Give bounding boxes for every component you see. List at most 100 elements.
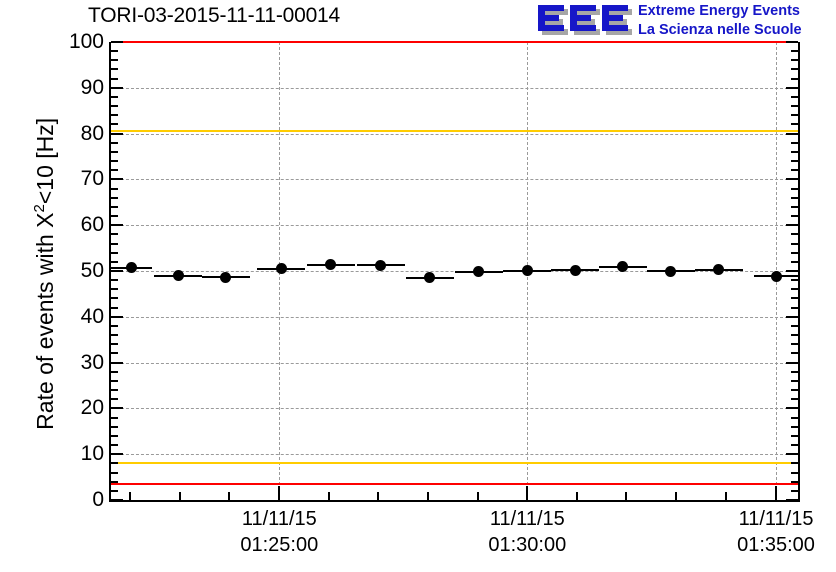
x-tick-minor: [625, 492, 628, 500]
x-tick-label-time: 01:30:00: [488, 534, 567, 556]
data-point: [275, 263, 287, 275]
y-tick-minor: [111, 68, 118, 71]
y-tick-minor: [111, 324, 118, 327]
y-tick-minor: [791, 160, 798, 163]
y-tick-minor: [791, 324, 798, 327]
data-point: [172, 270, 184, 282]
y-tick-minor: [111, 123, 118, 126]
y-tick-major: [786, 315, 798, 318]
x-tick-minor: [129, 492, 132, 500]
y-tick-minor: [111, 187, 118, 190]
y-tick-minor: [791, 196, 798, 199]
y-tick-minor: [791, 352, 798, 355]
x-tick-label-date: 11/11/15: [241, 508, 317, 530]
y-tick-minor: [111, 95, 118, 98]
y-tick-minor: [111, 251, 118, 254]
data-point: [220, 271, 232, 283]
threshold-line-alarm-low: [111, 482, 798, 485]
data-point: [569, 264, 581, 276]
y-tick-minor: [111, 233, 118, 236]
y-tick-minor: [791, 398, 798, 401]
y-tick-minor: [111, 260, 118, 263]
y-tick-major: [111, 86, 123, 89]
y-tick-minor: [791, 334, 798, 337]
y-tick-minor: [791, 251, 798, 254]
y-tick-minor: [111, 343, 118, 346]
y-tick-minor: [111, 480, 118, 483]
data-point: [770, 270, 782, 282]
y-tick-minor: [791, 50, 798, 53]
y-axis-tick-labels: 0 10 20 30 40 50 60 70 80 90 100: [40, 31, 104, 510]
y-tick-minor: [111, 169, 118, 172]
y-tick-minor: [111, 105, 118, 108]
threshold-line-alarm-high: [111, 41, 798, 43]
eee-logo: Extreme Energy Events La Scienza nelle S…: [538, 2, 834, 42]
y-tick-major: [786, 41, 798, 43]
y-tick-minor: [791, 434, 798, 437]
y-tick-minor: [111, 150, 118, 153]
x-tick-minor: [228, 492, 231, 500]
y-tick-minor: [791, 416, 798, 419]
logo-line-1: Extreme Energy Events: [638, 3, 800, 19]
data-point: [713, 264, 725, 276]
y-tick-major: [786, 453, 798, 456]
h-gridline: [111, 133, 798, 135]
y-tick-major: [786, 407, 798, 410]
y-tick-label: 70: [80, 167, 104, 191]
y-tick-minor: [111, 489, 118, 492]
h-gridline: [111, 454, 798, 456]
x-tick-label: 11/11/15 01:25:00: [204, 506, 354, 558]
y-tick-minor: [791, 141, 798, 144]
y-tick-minor: [111, 444, 118, 447]
y-tick-minor: [791, 489, 798, 492]
y-tick-minor: [791, 260, 798, 263]
y-tick-major: [786, 132, 798, 135]
y-tick-minor: [791, 389, 798, 392]
data-point: [424, 272, 436, 284]
x-tick-minor: [476, 492, 479, 500]
y-tick-major: [786, 178, 798, 181]
x-tick-major: [526, 486, 529, 500]
data-point: [473, 266, 485, 278]
y-tick-minor: [111, 370, 118, 373]
y-tick-minor: [111, 471, 118, 474]
y-tick-minor: [791, 370, 798, 373]
plot-area: [109, 41, 800, 502]
x-tick-minor: [575, 492, 578, 500]
x-axis-tick-labels: 11/11/15 01:25:00 11/11/15 01:30:00 11/11/15…: [0, 506, 836, 572]
y-tick-major: [786, 86, 798, 89]
y-tick-minor: [791, 480, 798, 483]
y-tick-minor: [791, 105, 798, 108]
y-tick-label: 50: [80, 259, 104, 282]
y-tick-minor: [791, 68, 798, 71]
h-gridline: [111, 408, 798, 410]
y-tick-minor: [791, 123, 798, 126]
y-tick-minor: [111, 279, 118, 282]
x-tick-minor: [724, 492, 727, 500]
page-title: TORI-03-2015-11-11-00014: [88, 4, 341, 27]
y-tick-minor: [111, 416, 118, 419]
threshold-line-warning-high: [111, 130, 798, 133]
y-tick-minor: [111, 114, 118, 117]
h-gridline: [111, 179, 798, 181]
y-tick-minor: [791, 379, 798, 382]
axis-right: [798, 42, 800, 502]
y-tick-minor: [791, 77, 798, 80]
logo-line-2: La Scienza nelle Scuole: [638, 22, 802, 38]
y-tick-minor: [791, 462, 798, 465]
y-tick-minor: [791, 114, 798, 117]
y-tick-minor: [791, 169, 798, 172]
y-tick-minor: [791, 205, 798, 208]
y-tick-minor: [111, 389, 118, 392]
y-tick-minor: [111, 141, 118, 144]
y-tick-minor: [791, 343, 798, 346]
x-tick-label-date: 11/11/15: [738, 508, 814, 530]
x-tick-minor: [327, 492, 330, 500]
y-tick-minor: [111, 398, 118, 401]
y-tick-major: [111, 41, 123, 43]
y-tick-major: [111, 270, 123, 272]
y-tick-major: [786, 224, 798, 227]
y-tick-label: 100: [68, 30, 104, 53]
y-tick-minor: [111, 215, 118, 218]
